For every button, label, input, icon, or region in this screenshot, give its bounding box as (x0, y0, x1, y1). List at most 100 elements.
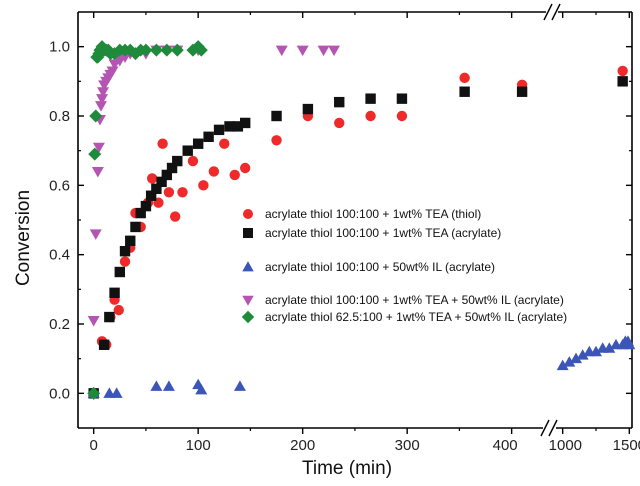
y-tick-label: 0.0 (49, 385, 70, 402)
data-point (150, 380, 163, 391)
x-axis-title: Time (min) (302, 458, 392, 479)
data-point (89, 229, 102, 240)
data-point (170, 43, 184, 57)
legend-label: acrylate thiol 100:100 + 1wt% TEA (thiol… (265, 207, 481, 221)
data-point (110, 387, 123, 398)
legend-label: acrylate thiol 100:100 + 1wt% TEA (acryl… (265, 226, 501, 240)
data-point (166, 162, 178, 174)
data-point (187, 155, 199, 167)
data-point (172, 155, 183, 167)
data-point (213, 124, 225, 136)
data-point (140, 200, 152, 212)
data-point (232, 121, 244, 132)
legend-marker (242, 295, 254, 306)
data-point (106, 66, 119, 77)
y-tick-label: 0.4 (49, 247, 70, 264)
legend-label: acrylate thiol 100:100 + 1wt% TEA + 50wt… (265, 293, 564, 307)
x-axis-break-mark-2 (548, 419, 558, 437)
x-tick-label: 300 (395, 437, 420, 454)
data-point (302, 103, 314, 115)
legend-item-5: acrylate thiol 62.5:100 + 1wt% TEA + 50w… (241, 310, 567, 324)
data-point (296, 45, 309, 57)
legend-marker (243, 228, 253, 238)
data-point (139, 43, 153, 57)
data-point (229, 169, 240, 181)
data-point (98, 339, 110, 350)
data-point (563, 356, 576, 367)
data-point (125, 235, 136, 246)
y-tick-label: 0.6 (49, 177, 70, 194)
data-point (177, 187, 188, 198)
series-4-points (87, 45, 340, 327)
data-point (334, 96, 345, 108)
x-tick-label: 400 (493, 437, 518, 454)
data-point (396, 110, 408, 122)
data-point (623, 338, 636, 350)
data-point (570, 352, 582, 364)
data-point (156, 176, 167, 188)
data-point (89, 109, 103, 123)
data-point (96, 94, 109, 105)
y-tick-label: 1.0 (49, 39, 70, 56)
data-point (271, 135, 282, 146)
y-tick-label: 0.2 (49, 316, 70, 333)
data-point (146, 173, 158, 184)
data-point (365, 93, 376, 104)
legend-marker (241, 310, 255, 324)
data-point (88, 147, 102, 161)
data-point (603, 342, 616, 353)
data-point (109, 287, 120, 298)
x-tick-label: 0 (90, 437, 98, 454)
data-point (163, 187, 175, 198)
data-point (114, 266, 125, 278)
data-points (87, 40, 636, 400)
data-point (104, 311, 115, 323)
legend: acrylate thiol 100:100 + 1wt% TEA (thiol… (241, 207, 567, 324)
data-point (92, 142, 105, 154)
data-point (459, 72, 470, 84)
data-point (119, 246, 131, 257)
data-point (149, 43, 163, 57)
x-tick-label: 200 (290, 437, 315, 454)
data-point (396, 93, 408, 104)
axis-ticks: 0.0 0.2 0.4 0.6 0.8 1.0 0 100 200 300 400 1000 1500 (49, 12, 640, 454)
data-point (334, 117, 345, 129)
data-point (87, 386, 101, 400)
data-point (195, 383, 208, 395)
data-point (91, 166, 104, 178)
legend-marker (243, 209, 253, 219)
data-point (271, 110, 282, 122)
legend-item-4: acrylate thiol 100:100 + 1wt% TEA + 50wt… (242, 293, 564, 307)
data-point (95, 101, 107, 112)
x-tick-label: 1500 (613, 437, 640, 454)
data-point (192, 138, 204, 149)
series-3-points (87, 335, 636, 398)
legend-item-3: acrylate thiol 100:100 + 50wt% IL (acryl… (242, 260, 495, 274)
x-tick-label: 100 (186, 437, 211, 454)
series-5-points (87, 40, 208, 400)
data-point (556, 359, 569, 371)
legend-item-1: acrylate thiol 100:100 + 1wt% TEA (thiol… (243, 207, 481, 221)
data-point (317, 45, 330, 57)
data-point (365, 110, 376, 122)
data-point (182, 145, 193, 156)
data-point (157, 138, 168, 149)
data-point (219, 138, 230, 149)
data-point (151, 183, 162, 194)
data-point (169, 211, 181, 222)
legend-label: acrylate thiol 62.5:100 + 1wt% TEA + 50w… (265, 310, 567, 324)
data-point (576, 349, 589, 360)
y-tick-label: 0.8 (49, 108, 70, 125)
top-axis-break-mark-2 (551, 3, 561, 21)
data-point (87, 316, 100, 327)
legend-marker (242, 261, 254, 272)
data-point (617, 76, 628, 87)
data-point (162, 380, 175, 391)
data-point (135, 207, 146, 219)
data-point (459, 86, 470, 97)
data-point (275, 45, 288, 57)
x-tick-label: 1000 (549, 437, 582, 454)
legend-label: acrylate thiol 100:100 + 50wt% IL (acryl… (265, 260, 495, 274)
y-axis-title: Conversion (13, 190, 34, 286)
